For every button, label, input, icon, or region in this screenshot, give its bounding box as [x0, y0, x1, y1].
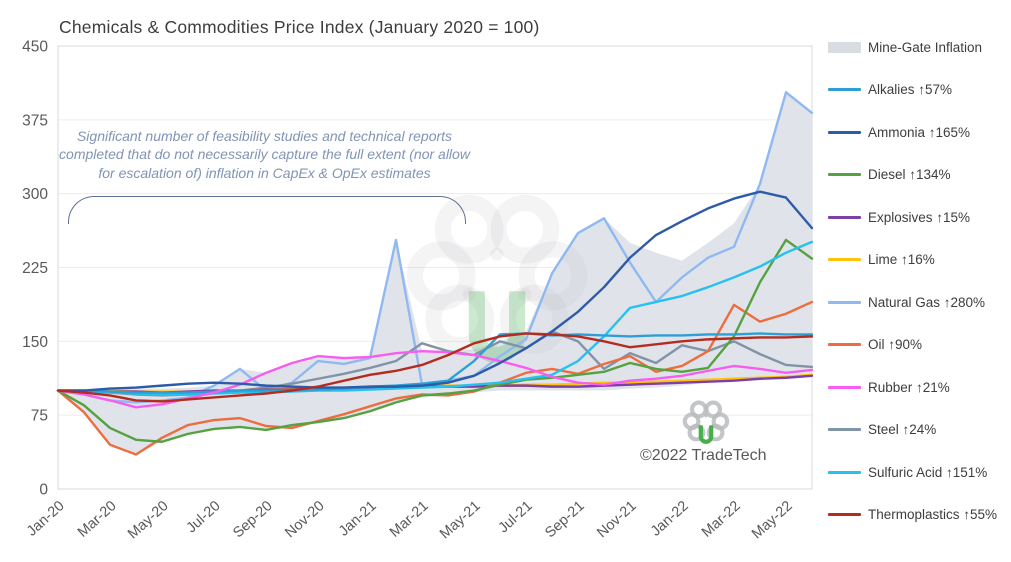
logo-circle: [706, 423, 725, 442]
logo-dot: [518, 287, 532, 301]
legend-swatch-thermoplastics: [828, 513, 861, 517]
chart-title: Chemicals & Commodities Price Index (Jan…: [59, 17, 540, 37]
tradetech-watermark-icon: [682, 400, 730, 444]
logo-dot: [704, 414, 708, 418]
y-axis-label: 450: [22, 39, 48, 56]
logo-circle: [499, 284, 569, 354]
tradetech-logo: [682, 400, 730, 444]
legend-swatch-alkalies: [828, 88, 861, 92]
series-line-sulfuric-acid: [56, 240, 814, 396]
x-axis-label: Jan-21: [336, 498, 380, 540]
legend-swatch-sulfuric-acid: [828, 470, 861, 474]
y-axis-label: 225: [22, 260, 48, 277]
x-axis-label: May-21: [437, 498, 484, 542]
legend-item-sulfuric-acid: Sulfuric Acid ↑151%: [828, 451, 1011, 494]
legend-label: Alkalies ↑57%: [868, 82, 953, 98]
legend-swatch-rubber: [828, 385, 861, 389]
legend-swatch-natural-gas: [828, 300, 861, 304]
y-axis-label: 150: [22, 334, 48, 351]
legend-label: Rubber ↑21%: [868, 379, 950, 395]
series-line-diesel: [56, 238, 814, 443]
logo-circle: [704, 400, 723, 419]
series-line-alkalies: [56, 332, 814, 394]
logo-circle: [434, 194, 504, 264]
annotation-bracket: [68, 196, 466, 224]
logo-circle: [490, 194, 560, 264]
x-axis-label: Nov-21: [594, 498, 639, 541]
legend-swatch-oil: [828, 343, 861, 347]
legend-label: Oil ↑90%: [868, 337, 923, 353]
legend-label: Ammonia ↑165%: [868, 124, 971, 140]
logo-circle: [425, 284, 495, 354]
legend-label: Diesel ↑134%: [868, 167, 951, 183]
y-axis-label: 75: [31, 408, 48, 425]
x-axis-label: Jan-20: [24, 498, 68, 540]
legend-item-alkalies: Alkalies ↑57%: [828, 69, 1011, 112]
logo-circle: [518, 241, 588, 311]
legend-label: Thermoplastics ↑55%: [868, 507, 998, 523]
series-line-thermoplastics: [56, 332, 814, 403]
x-axis-label: Mar-20: [75, 498, 120, 541]
y-axis-label: 0: [39, 482, 48, 499]
legend-item-natural-gas: Natural Gas ↑280%: [828, 281, 1011, 324]
legend-item-rubber: Rubber ↑21%: [828, 366, 1011, 409]
y-axis-label: 300: [22, 186, 48, 203]
tradetech-logo-icon: [682, 399, 730, 447]
x-axis-label: May-20: [125, 498, 172, 542]
logo-u-mark: [468, 291, 526, 363]
x-axis-label: Sep-21: [542, 498, 587, 541]
x-axis-label: Jan-22: [648, 498, 692, 540]
legend-label: Mine-Gate Inflation: [868, 39, 983, 55]
legend-swatch-mine-gate-inflation: [828, 41, 861, 53]
logo-dot: [490, 247, 504, 261]
x-axis-label: Jul-21: [496, 498, 536, 536]
legend-item-lime: Lime ↑16%: [828, 239, 1011, 282]
x-axis-label: Mar-21: [387, 498, 432, 541]
x-axis-label: Jul-20: [184, 498, 224, 536]
tradetech-watermark-icon: [406, 194, 588, 363]
legend-swatch-steel: [828, 428, 861, 432]
legend-label: Steel ↑24%: [868, 422, 937, 438]
legend-label: Lime ↑16%: [868, 252, 935, 268]
legend-label: Natural Gas ↑280%: [868, 294, 986, 310]
x-axis-label: Nov-20: [282, 498, 327, 541]
legend-item-thermoplastics: Thermoplastics ↑55%: [828, 494, 1011, 537]
annotation-text: Significant number of feasibility studie…: [59, 128, 470, 181]
series-line-ammonia: [56, 190, 814, 392]
logo-circle: [406, 241, 476, 311]
legend-label: Explosives ↑15%: [868, 209, 971, 225]
legend-item-diesel: Diesel ↑134%: [828, 154, 1011, 197]
legend-swatch-ammonia: [828, 130, 861, 134]
logo-circle: [687, 423, 706, 442]
y-axis-label: 375: [22, 112, 48, 129]
legend-label: Sulfuric Acid ↑151%: [868, 464, 988, 480]
legend-item-ammonia: Ammonia ↑165%: [828, 111, 1011, 154]
x-axis-label: Mar-22: [699, 498, 744, 541]
legend-item-mine-gate-inflation: Mine-Gate Inflation: [828, 26, 1011, 69]
legend: Mine-Gate Inflation Alkalies ↑57% Ammonia …: [828, 26, 1011, 536]
legend-item-steel: Steel ↑24%: [828, 409, 1011, 452]
logo-u-mark: [698, 425, 714, 444]
legend-swatch-lime: [828, 258, 861, 262]
x-axis-label: Sep-20: [230, 498, 275, 541]
logo-dot: [462, 287, 476, 301]
legend-item-oil: Oil ↑90%: [828, 324, 1011, 367]
legend-swatch-diesel: [828, 173, 861, 177]
legend-item-explosives: Explosives ↑15%: [828, 196, 1011, 239]
legend-swatch-explosives: [828, 215, 861, 219]
copyright-text: ©2022 TradeTech: [640, 447, 767, 464]
x-axis-label: May-22: [749, 498, 796, 542]
